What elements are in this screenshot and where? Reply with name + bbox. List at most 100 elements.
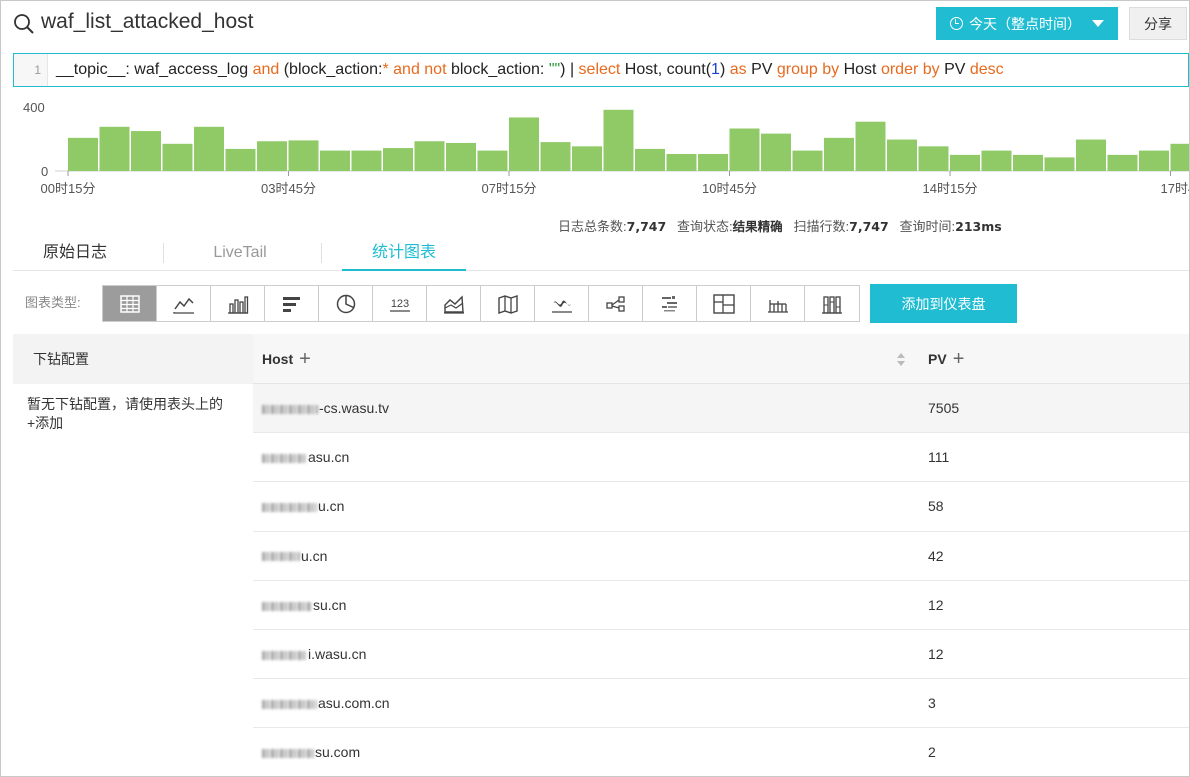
chart-type-word-cloud[interactable] [643,286,697,321]
histogram-bar[interactable] [383,148,413,171]
histogram-bar[interactable] [509,117,539,171]
host-cell[interactable]: asu.com.cn [262,679,390,728]
histogram-bar[interactable] [855,121,886,171]
tab-raw-logs[interactable]: 原始日志 [42,244,107,261]
host-cell[interactable]: u.cn [262,532,327,581]
chart-type-flow[interactable] [535,286,589,321]
histogram-bar[interactable] [761,133,791,171]
histogram-bar[interactable] [288,140,319,171]
host-text: su.cn [313,596,347,613]
histogram-bar[interactable] [950,154,980,171]
host-cell[interactable]: i.wasu.cn [262,630,366,679]
caret-down-icon [1092,20,1104,27]
host-cell[interactable]: -cs.wasu.tv [262,384,389,433]
bar-chart-icon [282,296,300,312]
drilldown-config-header: 下钻配置 [13,334,253,384]
histogram-bar[interactable] [225,148,256,171]
chart-type-sankey[interactable] [589,286,643,321]
share-button[interactable]: 分享 [1129,7,1187,40]
chart-type-area[interactable] [427,286,481,321]
histogram-bar[interactable] [918,146,949,171]
pv-cell: 42 [928,547,944,564]
table-row[interactable]: -cs.wasu.tv 7505 [253,384,1189,434]
histogram-bar[interactable] [194,126,224,171]
search-icon[interactable] [13,13,35,35]
histogram-bar[interactable] [99,126,130,171]
pv-cell: 12 [928,596,944,613]
table-row[interactable]: i.wasu.cn 12 [253,630,1189,680]
histogram-bar[interactable] [635,148,665,171]
host-text: su.com [315,744,361,761]
query-token: __topic__: waf_access_log [56,61,253,78]
histogram-bar[interactable] [1076,139,1106,171]
tab-livetail[interactable]: LiveTail [213,244,267,261]
table-row[interactable]: u.cn 42 [253,532,1189,581]
query-text[interactable]: __topic__: waf_access_log and (block_act… [56,54,1004,86]
chart-type-column[interactable] [211,286,265,321]
column-header-host[interactable]: Host + [262,334,311,384]
host-cell[interactable]: su.com [262,728,361,776]
histogram-bar[interactable] [572,146,602,171]
histogram-bar[interactable] [1170,143,1190,171]
histogram-bar[interactable] [824,137,854,171]
add-drilldown-plus-icon[interactable]: + [299,348,311,370]
histogram-bar[interactable] [257,141,287,171]
tab-charts[interactable]: 统计图表 [342,237,466,271]
add-to-dashboard-button[interactable]: 添加到仪表盘 [870,284,1017,323]
histogram-bar[interactable] [540,142,571,171]
histogram-bar[interactable] [603,109,634,171]
histogram-bar[interactable] [1013,154,1043,171]
chart-type-bar[interactable] [265,286,319,321]
host-cell[interactable]: su.cn [262,581,346,630]
histogram-bar[interactable] [1044,157,1075,171]
histogram-bar[interactable] [320,150,350,171]
histogram-bar[interactable] [981,150,1012,171]
chart-type-pie[interactable] [319,286,373,321]
table-row[interactable]: asu.cn 111 [253,433,1189,483]
drilldown-empty-hint: 暂无下钻配置，请使用表头上的+添加 [13,384,253,776]
histogram-bar[interactable] [887,139,917,171]
histogram-bar[interactable] [131,131,161,171]
column-header-pv[interactable]: PV + [928,334,964,384]
histogram-bar[interactable] [666,154,697,171]
query-token: block_action: [446,61,549,78]
chart-type-line[interactable] [157,286,211,321]
chart-type-flame[interactable] [751,286,805,321]
table-row[interactable]: su.cn 12 [253,581,1189,630]
x-tick-label: 07时15分 [482,181,537,196]
time-range-dropdown[interactable]: 今天（整点时间） [936,7,1118,40]
query-token: as [729,61,747,78]
histogram-bar[interactable] [698,154,728,171]
line-chart-icon [172,297,194,314]
histogram-bar[interactable] [68,137,98,171]
chart-type-label: 图表类型: [25,295,81,310]
histogram-bar[interactable] [729,128,760,172]
histogram-bar[interactable] [414,141,445,171]
y-tick-max: 400 [23,100,45,115]
line-number: 1 [14,54,48,86]
histogram-bar[interactable] [162,143,193,171]
query-editor[interactable]: 1 __topic__: waf_access_log and (block_a… [13,53,1189,87]
chart-type-map[interactable] [481,286,535,321]
chart-type-number[interactable]: 123 [373,286,427,321]
chart-type-progress[interactable] [805,286,859,321]
log-histogram[interactable]: 400 0 00时15分 03时45分 07时15分 10时45分 14时15分 17时4 [13,97,1190,201]
histogram-bar[interactable] [1139,150,1169,171]
map-icon [497,294,518,314]
histogram-bar[interactable] [792,150,823,171]
table-row[interactable]: su.com 2 [253,728,1189,776]
host-cell[interactable]: asu.cn [262,433,349,482]
chart-type-table[interactable] [103,286,157,321]
redacted-mask [262,552,300,562]
table-row[interactable]: u.cn 58 [253,482,1189,532]
sort-icon[interactable] [897,353,905,367]
histogram-bar[interactable] [446,142,476,171]
table-row[interactable]: asu.com.cn 3 [253,679,1189,729]
logstore-title: waf_list_attacked_host [41,10,254,33]
add-drilldown-plus-icon[interactable]: + [952,348,965,370]
host-cell[interactable]: u.cn [262,482,344,531]
chart-type-treemap[interactable] [697,286,751,321]
histogram-bar[interactable] [351,150,382,171]
histogram-bar[interactable] [1107,154,1138,171]
histogram-bar[interactable] [477,150,508,171]
